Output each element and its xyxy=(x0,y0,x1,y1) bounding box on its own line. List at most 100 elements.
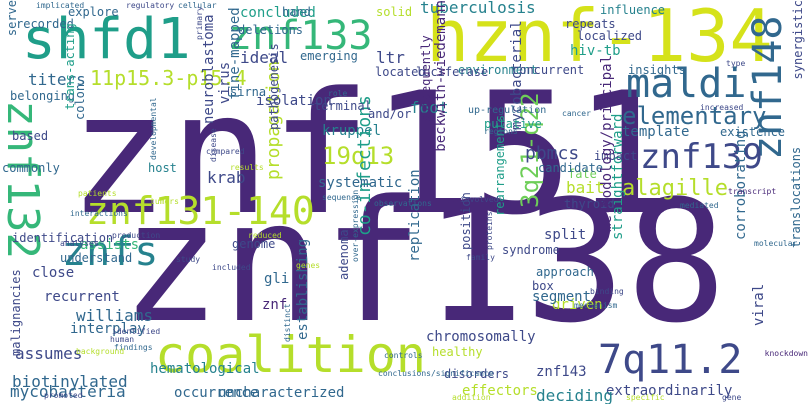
cloud-word: znfs xyxy=(62,229,159,275)
cloud-word: primary xyxy=(195,6,204,40)
cloud-word: concurrent xyxy=(512,63,585,77)
cloud-word: coalition xyxy=(155,326,426,384)
cloud-word: template xyxy=(622,124,690,140)
cloud-word: role xyxy=(328,89,348,98)
cloud-word: syndrome xyxy=(502,243,560,257)
cloud-word: type xyxy=(726,59,746,68)
cloud-word: split xyxy=(544,227,587,243)
cloud-word: approach xyxy=(536,265,594,279)
cloud-word: malignancies xyxy=(9,269,23,356)
cloud-word: human xyxy=(110,335,135,344)
cloud-word: pbmcs xyxy=(525,143,580,164)
cloud-word: viral xyxy=(751,283,767,326)
cloud-word: krab xyxy=(207,168,246,187)
cloud-word: mycobacteria xyxy=(10,382,126,401)
cloud-word: neuroblastoma xyxy=(201,14,217,124)
cloud-word: znf151 xyxy=(68,56,675,252)
cloud-word: knockdown xyxy=(764,349,808,358)
cloud-word: implicated xyxy=(36,1,85,10)
cloud-word: chromosomally xyxy=(426,329,536,345)
cloud-word: family xyxy=(466,253,495,262)
cloud-word: analyses xyxy=(60,239,99,248)
cloud-word: disease xyxy=(209,128,218,162)
cloud-word: tumors xyxy=(150,197,179,206)
cloud-word: thyroid xyxy=(564,197,615,211)
cloud-word: kruppel xyxy=(322,123,382,139)
cloud-word: gene xyxy=(722,393,742,402)
cloud-word: methodology/principal xyxy=(599,54,615,232)
cloud-word: serve xyxy=(5,0,19,37)
cloud-word: promoted xyxy=(44,391,83,400)
cloud-word: pathogenesis xyxy=(267,43,281,130)
cloud-word: findings xyxy=(114,343,153,352)
cloud-word: znf143 xyxy=(536,364,587,380)
cloud-word: sirna xyxy=(230,85,267,99)
cloud-word: based xyxy=(12,129,49,143)
cloud-word: influence xyxy=(600,3,666,17)
cloud-word: production xyxy=(112,231,161,240)
cloud-word: maldi xyxy=(626,61,747,107)
cloud-word: study xyxy=(176,255,201,264)
cloud-word: distinct xyxy=(283,303,292,342)
cloud-word: observations xyxy=(374,199,432,208)
cloud-word: ideal xyxy=(240,48,289,67)
cloud-word: driven xyxy=(552,297,603,313)
cloud-word: environment xyxy=(458,63,538,77)
cloud-word: included xyxy=(212,263,251,272)
cloud-word: bait xyxy=(566,178,605,197)
cloud-word: regions xyxy=(484,127,518,136)
cloud-word: isolation xyxy=(256,93,332,109)
cloud-word: molecular xyxy=(754,239,798,248)
cloud-word: recorded xyxy=(16,17,74,31)
cloud-word: titers xyxy=(28,70,86,89)
cloud-word: adenoma xyxy=(337,229,351,280)
cloud-word: specific xyxy=(626,393,665,402)
cloud-word: translocations xyxy=(789,146,803,248)
cloud-word: insights xyxy=(628,63,686,77)
cloud-word: genes xyxy=(296,261,321,270)
cloud-word: replication xyxy=(407,169,423,262)
cloud-word: recurrent xyxy=(44,289,120,305)
cloud-word: shfd1 xyxy=(22,7,191,72)
cloud-word: genome xyxy=(232,237,276,251)
cloud-word: foot xyxy=(410,98,449,117)
cloud-word: luciferase xyxy=(416,65,489,79)
cloud-word: proteins xyxy=(485,211,494,250)
cloud-word: cancer xyxy=(562,109,591,118)
cloud-word: 7q11.2 xyxy=(598,337,743,383)
cloud-word: hiv-tb xyxy=(570,43,621,59)
cloud-word: located xyxy=(375,65,426,79)
cloud-word: involved xyxy=(460,195,499,204)
cloud-word: background xyxy=(76,347,125,356)
cloud-word: controls xyxy=(384,351,423,360)
cloud-word: addition xyxy=(452,393,491,402)
cloud-word: up-regulation xyxy=(468,105,547,116)
cloud-word: systematic xyxy=(318,175,403,191)
cloud-word: 19q13 xyxy=(322,142,395,170)
cloud-word: disorders xyxy=(444,367,510,381)
cloud-word: candidate xyxy=(538,161,604,175)
cloud-word: explore xyxy=(68,5,119,19)
cloud-word: uncharacterized xyxy=(218,385,345,401)
cloud-word: localized xyxy=(577,29,643,43)
cloud-word: and/or xyxy=(368,107,412,121)
cloud-word: host xyxy=(148,161,177,175)
cloud-word: developmental xyxy=(149,97,158,160)
cloud-word: belonging xyxy=(10,89,76,103)
cloud-word: patients xyxy=(78,189,117,198)
cloud-word: znf138 xyxy=(120,164,727,360)
cloud-word: interactions xyxy=(70,209,128,218)
cloud-word: concluded xyxy=(240,5,316,21)
cloud-word: impact xyxy=(594,149,638,163)
cloud-word: deletions xyxy=(238,23,304,37)
cloud-word: understand xyxy=(60,251,133,265)
cloud-word: hznf-134 xyxy=(426,0,773,78)
cloud-word: cellular xyxy=(178,1,217,10)
cloud-word: assumes xyxy=(15,344,83,363)
cloud-word: identification xyxy=(12,231,114,245)
cloud-word: hematological xyxy=(150,361,260,377)
cloud-word: compared xyxy=(206,147,245,156)
cloud-word: trans-acting xyxy=(63,23,77,110)
cloud-word: ltr xyxy=(376,48,405,67)
cloud-word: znf131-140 xyxy=(86,189,315,233)
